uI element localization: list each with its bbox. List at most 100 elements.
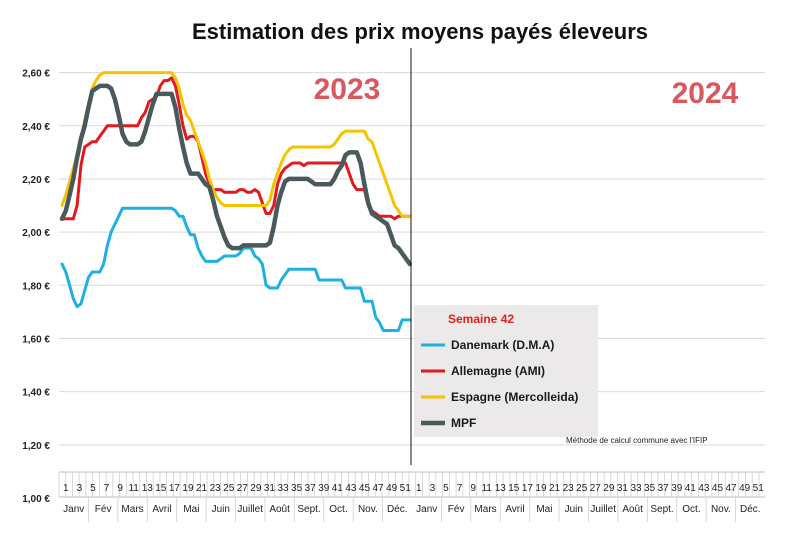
x-tick-label: 21 (196, 483, 208, 494)
x-tick-label: 31 (264, 483, 276, 494)
x-tick-label: 29 (250, 483, 262, 494)
x-tick-label: 25 (223, 483, 235, 494)
x-axis: 1 3 5 7 9 11 13 15 17 19 21 23 25 27 29 31 33 35 37 39 41 43 4… (58, 471, 765, 522)
x-month-label: Juillet (590, 504, 616, 515)
y-tick-label: 1,80 € (22, 281, 50, 292)
x-tick-label: 1 (416, 483, 422, 494)
x-tick-label: 17 (522, 483, 534, 494)
y-tick-label: 2,40 € (22, 122, 50, 133)
x-tick-label: 41 (332, 483, 344, 494)
x-month-label: Nov. (358, 504, 378, 515)
x-tick-label: 43 (698, 483, 710, 494)
x-month-label: Juillet (237, 504, 263, 515)
x-month-label: Janv (63, 504, 84, 515)
legend-label-espagne: Espagne (Mercolleida) (451, 390, 578, 404)
x-month-label: Sept. (297, 504, 320, 515)
y-tick-label: 2,60 € (22, 69, 50, 80)
x-tick-label: 27 (237, 483, 249, 494)
y-tick-label: 1,20 € (22, 441, 50, 452)
x-tick-label: 33 (630, 483, 642, 494)
x-tick-label: 23 (210, 483, 222, 494)
gridlines (59, 72, 765, 446)
x-tick-label: 13 (495, 483, 507, 494)
x-tick-label: 51 (753, 483, 765, 494)
x-tick-label: 7 (457, 483, 463, 494)
legend-label-mpf: MPF (451, 416, 476, 430)
x-tick-label: 47 (372, 483, 384, 494)
x-month-label: Mars (474, 504, 496, 515)
x-month-label: Déc. (387, 504, 408, 515)
y-tick-label: 1,40 € (22, 388, 50, 399)
x-tick-label: 9 (470, 483, 476, 494)
x-month-label: Déc. (740, 504, 761, 515)
series-line-espagne (60, 71, 412, 218)
x-tick-label: 5 (90, 483, 96, 494)
x-tick-label: 7 (104, 483, 110, 494)
x-tick-label: 25 (576, 483, 588, 494)
x-month-label: Nov. (711, 504, 731, 515)
x-tick-label: 35 (644, 483, 656, 494)
x-tick-label: 45 (712, 483, 724, 494)
x-tick-label: 23 (563, 483, 575, 494)
series-lines (59, 71, 413, 332)
year-label-2024: 2024 (672, 77, 739, 110)
x-tick-label: 1 (63, 483, 69, 494)
y-tick-label: 1,60 € (22, 334, 50, 345)
x-tick-label: 27 (590, 483, 602, 494)
x-tick-label: 39 (318, 483, 330, 494)
x-tick-label: 13 (142, 483, 154, 494)
x-month-label: Janv (416, 504, 437, 515)
x-tick-label: 19 (182, 483, 194, 494)
y-tick-label: 2,00 € (22, 228, 50, 239)
chart-title: Estimation des prix moyens payés éleveur… (192, 19, 648, 44)
y-tick-label: 2,20 € (22, 175, 50, 186)
y-axis-ticks: 1,00 € 1,20 € 1,40 € 1,60 € 1,80 € 2,00 € 2,20… (22, 69, 50, 505)
x-month-label: Août (622, 504, 643, 515)
legend-label-allemagne: Allemagne (AMI) (451, 364, 545, 378)
y-tick-label: 1,00 € (22, 494, 50, 505)
x-tick-label: 3 (430, 483, 436, 494)
x-tick-label: 37 (305, 483, 317, 494)
x-tick-label: 31 (617, 483, 629, 494)
x-month-label: Avril (152, 504, 171, 515)
x-month-label: Mars (121, 504, 143, 515)
x-tick-label: 19 (535, 483, 547, 494)
x-month-label: Mai (536, 504, 552, 515)
legend-label-danemark: Danemark (D.M.A) (451, 338, 554, 352)
x-tick-label: 29 (603, 483, 615, 494)
x-month-label: Juin (565, 504, 583, 515)
x-tick-label: 3 (77, 483, 83, 494)
x-tick-label: 21 (549, 483, 561, 494)
year-label-2023: 2023 (314, 73, 381, 106)
x-tick-label: 9 (117, 483, 123, 494)
method-note: Méthode de calcul commune avec l'IFIP (566, 436, 708, 445)
x-tick-label: 35 (291, 483, 303, 494)
x-month-label: Fév (448, 504, 465, 515)
x-tick-label: 39 (671, 483, 683, 494)
x-month-label: Mai (183, 504, 199, 515)
x-tick-label: 37 (658, 483, 670, 494)
series-line-danemark (60, 206, 412, 332)
x-month-label: Oct. (682, 504, 700, 515)
x-tick-label: 15 (155, 483, 167, 494)
x-tick-label: 41 (685, 483, 697, 494)
series-line-mpf (59, 83, 413, 267)
x-tick-label: 49 (386, 483, 398, 494)
x-tick-label: 5 (443, 483, 449, 494)
x-tick-label: 43 (345, 483, 357, 494)
x-tick-label: 47 (725, 483, 737, 494)
x-tick-label: 51 (400, 483, 412, 494)
x-month-label: Août (269, 504, 290, 515)
x-tick-label: 33 (277, 483, 289, 494)
x-tick-label: 15 (508, 483, 520, 494)
x-tick-label: 45 (359, 483, 371, 494)
legend: Semaine 42 Danemark (D.M.A) Allemagne (AM… (414, 305, 598, 437)
legend-items: Danemark (D.M.A) Allemagne (AMI) Espagne (… (421, 338, 578, 430)
x-month-label: Avril (505, 504, 524, 515)
x-tick-label: 49 (739, 483, 751, 494)
legend-title: Semaine 42 (448, 312, 514, 326)
x-month-label: Juin (212, 504, 230, 515)
x-tick-label: 17 (169, 483, 181, 494)
